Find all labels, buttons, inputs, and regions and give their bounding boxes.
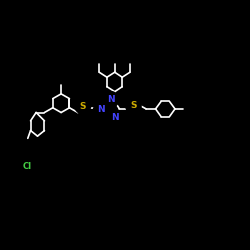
Text: S: S [130, 101, 136, 110]
Circle shape [108, 110, 123, 125]
Text: S: S [80, 102, 86, 110]
Circle shape [20, 159, 35, 174]
Circle shape [103, 92, 119, 107]
Text: N: N [112, 113, 119, 122]
Circle shape [94, 102, 109, 118]
Text: N: N [107, 95, 115, 104]
Circle shape [75, 98, 90, 114]
Circle shape [126, 98, 141, 113]
Text: N: N [98, 105, 105, 114]
Text: Cl: Cl [23, 162, 32, 171]
